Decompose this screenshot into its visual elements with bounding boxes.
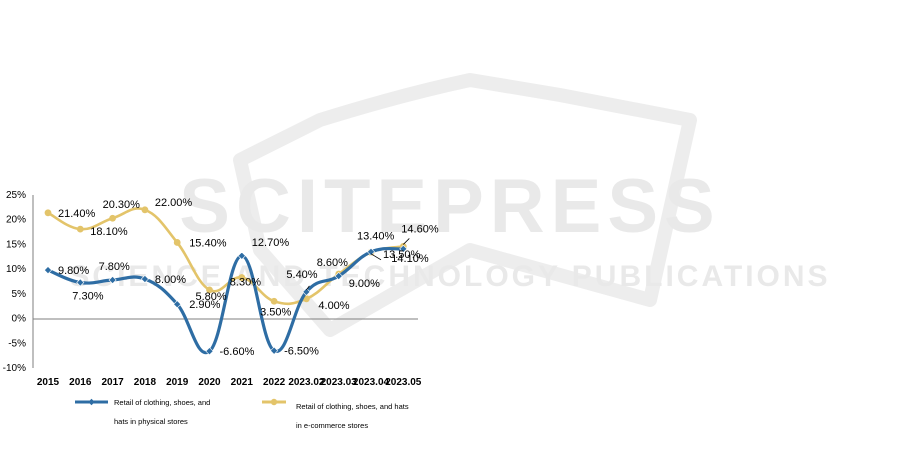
x-tick-label: 2021 [231, 377, 254, 388]
data-label: 9.80% [58, 265, 89, 277]
data-label: 7.30% [72, 290, 103, 302]
y-tick-label: 20% [6, 215, 26, 226]
data-label: 18.10% [90, 226, 128, 238]
x-tick-label: 2022 [263, 377, 286, 388]
x-tick-label: 2023.04 [353, 377, 390, 388]
data-label: 8.30% [230, 277, 261, 289]
series-0-point [205, 347, 214, 356]
series-0-point [237, 251, 246, 260]
y-tick-label: 25% [6, 190, 26, 201]
leader-line [403, 238, 410, 245]
series-1-point [141, 206, 149, 214]
data-label: 9.00% [349, 278, 380, 290]
series-0-point [399, 244, 408, 253]
y-tick-label: 15% [6, 239, 26, 250]
legend-label-line2: in e-commerce stores [296, 421, 368, 430]
series-1-point [109, 214, 116, 222]
data-label: 14.10% [391, 253, 429, 265]
x-tick-label: 2017 [101, 377, 124, 388]
series-0-point [108, 275, 117, 285]
y-tick-label: 0% [12, 314, 27, 325]
y-tick-label: -5% [8, 338, 26, 349]
legend: Retail of clothing, shoes, and hats in ph… [75, 398, 409, 430]
x-tick-label: 2023.02 [288, 377, 325, 388]
data-label: 4.00% [318, 300, 349, 312]
series-0-point [76, 278, 85, 287]
y-tick-label: 5% [12, 289, 27, 300]
legend-label-line1: Retail of clothing, shoes, and [114, 398, 210, 407]
data-label: 12.70% [252, 237, 290, 249]
x-tick-label: 2018 [134, 377, 157, 388]
data-label: 8.60% [317, 257, 348, 269]
data-label: 8.00% [155, 274, 186, 286]
data-label: 21.40% [58, 208, 96, 220]
series-1-point [270, 297, 278, 305]
x-tick-labels: 2015 2016 2017 2018 2019 2020 2021 2022 2023.022… [37, 377, 422, 388]
data-label: -6.60% [220, 346, 255, 358]
series [43, 206, 408, 356]
legend-marker-1 [270, 398, 278, 406]
y-tick-label: 10% [6, 264, 26, 275]
data-label: 15.40% [189, 237, 227, 249]
series-0-point [140, 275, 149, 284]
data-label: 5.40% [286, 269, 317, 281]
series-1-point [206, 286, 213, 294]
legend-marker-0 [88, 398, 95, 406]
data-label: 22.00% [155, 197, 193, 209]
leader-line [306, 285, 310, 291]
x-tick-label: 2019 [166, 377, 189, 388]
series-0-point [366, 247, 376, 256]
series-0-point [270, 346, 279, 355]
data-label: 13.40% [357, 230, 395, 242]
data-labels: 9.80% 7.30% 7.80% 8.00% 2.90% -6.60% 12.70% -6.… [58, 197, 439, 358]
x-tick-label: 2023.03 [321, 377, 358, 388]
data-label: 13.50% [383, 249, 421, 261]
series-1-point [44, 209, 52, 217]
x-tick-label: 2016 [69, 377, 92, 388]
legend-label-line2: hats in physical stores [114, 417, 188, 426]
series-1-point [173, 239, 181, 246]
axes: 25% 20% 15% 10% 5% 0% -5% -10% 2015 2016 2017 2018… [3, 190, 422, 388]
series-0-point [302, 287, 311, 296]
data-label: 14.60% [401, 223, 439, 235]
data-label: 3.50% [260, 306, 291, 318]
series-0-point [43, 266, 53, 275]
x-tick-label: 2015 [37, 377, 60, 388]
y-tick-label: -10% [3, 363, 26, 374]
data-label: 7.80% [99, 261, 130, 273]
data-label: 20.30% [103, 199, 141, 211]
data-label: 2.90% [189, 299, 220, 311]
watermark-tagline: SCIENCE AND TECHNOLOGY PUBLICATIONS [69, 260, 830, 293]
data-label: 5.80% [196, 291, 227, 303]
watermark-brand: SCITEPRESS [179, 164, 720, 249]
watermark: SCITEPRESS SCIENCE AND TECHNOLOGY PUBLIC… [69, 73, 830, 337]
x-tick-label: 2020 [198, 377, 221, 388]
y-tick-labels: 25% 20% 15% 10% 5% 0% -5% -10% [3, 190, 26, 374]
series-0-point [173, 300, 182, 309]
x-tick-label: 2023.05 [385, 377, 422, 388]
leader-line [370, 253, 382, 261]
series-1-point [76, 225, 84, 233]
legend-label-line1: Retail of clothing, shoes, and hats [296, 402, 409, 411]
series-0-point [334, 272, 343, 281]
series-1-point [238, 274, 246, 281]
data-label: -6.50% [284, 346, 319, 358]
watermark-book-outline [233, 73, 697, 337]
